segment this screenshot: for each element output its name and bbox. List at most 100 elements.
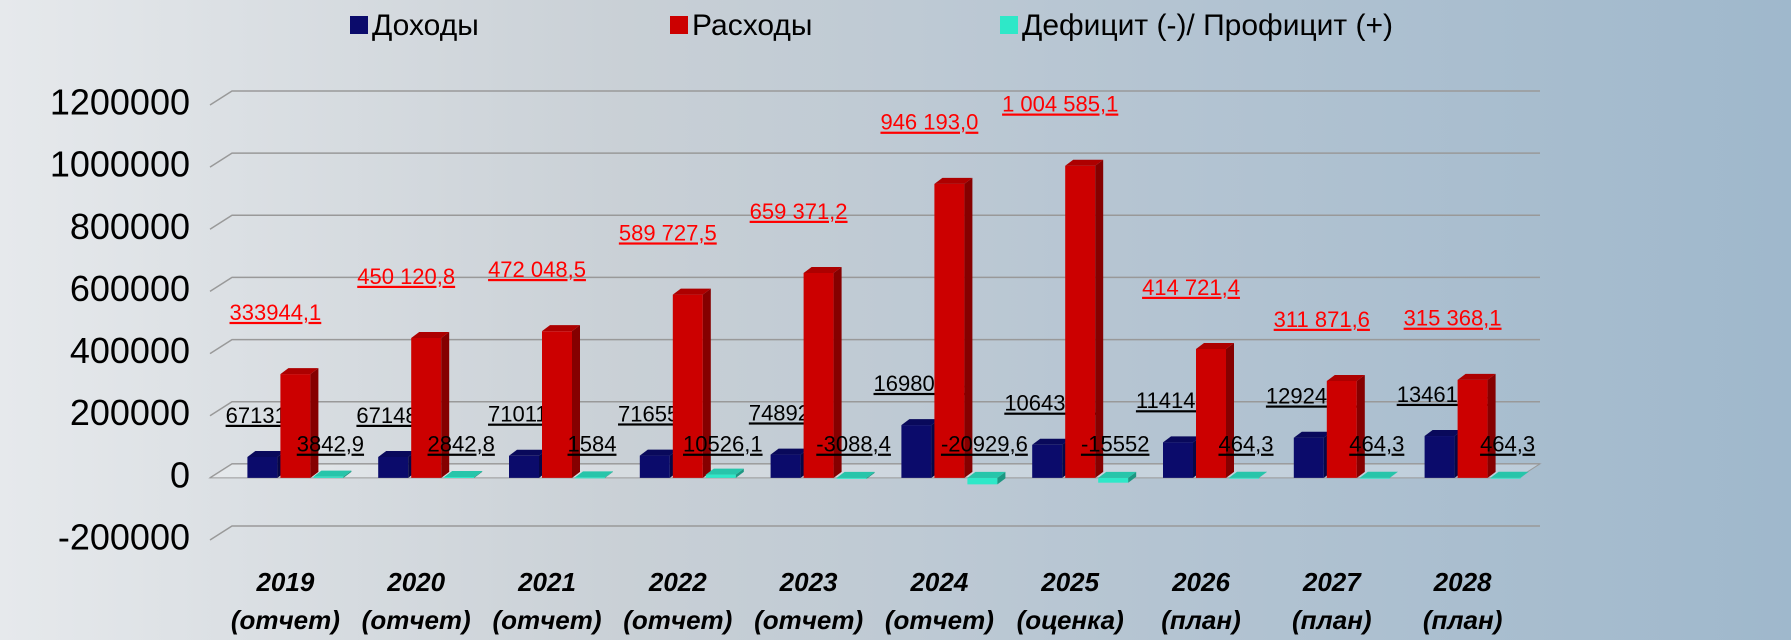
bar-top xyxy=(705,468,744,475)
bar xyxy=(280,368,319,478)
grid-line xyxy=(209,152,1540,168)
bar xyxy=(575,471,613,479)
bar xyxy=(247,450,286,478)
bar-top xyxy=(313,470,352,477)
bar-side xyxy=(964,177,973,478)
bar-front xyxy=(280,374,311,478)
bar-side xyxy=(474,470,483,478)
grid-line xyxy=(209,90,1540,106)
bar-front xyxy=(1457,379,1488,478)
bar-side xyxy=(1389,471,1398,478)
x-tick-label: 2022 (отчет) xyxy=(623,567,732,635)
bar-front xyxy=(770,454,801,478)
bar xyxy=(1326,374,1365,478)
value-label: 2842,8 xyxy=(428,432,495,457)
bar-side xyxy=(735,468,744,478)
bar-front xyxy=(247,456,278,478)
bar xyxy=(672,288,711,478)
bar-front xyxy=(836,477,867,479)
legend: Доходы Расходы Дефицит (-)/ Профицит (+) xyxy=(350,9,1393,42)
bar xyxy=(1032,438,1071,478)
bar-front xyxy=(934,183,965,478)
bar-top xyxy=(1065,159,1104,166)
bar-top xyxy=(934,177,973,184)
x-tick-label: 2025 (оценка) xyxy=(1017,567,1124,635)
bar xyxy=(1065,159,1104,478)
value-label: -3088,4 xyxy=(816,432,891,457)
bar xyxy=(705,468,744,478)
bar-top xyxy=(247,450,286,457)
value-label: 464,3 xyxy=(1480,432,1535,457)
value-label: 472 048,5 xyxy=(488,257,586,282)
bar-side xyxy=(997,471,1006,485)
bar-front xyxy=(705,474,736,478)
y-tick-label: 800000 xyxy=(70,206,190,247)
bar-front xyxy=(967,477,998,485)
bar xyxy=(836,471,875,479)
bar-front xyxy=(901,425,932,478)
bar-front xyxy=(542,331,572,478)
value-label: 659 371,2 xyxy=(750,199,848,224)
bar-side xyxy=(1259,471,1267,478)
x-tick-label: 2028 (план) xyxy=(1423,567,1503,635)
bar-side xyxy=(441,331,450,478)
bar-top xyxy=(639,449,678,456)
bar-top xyxy=(444,470,483,477)
bar xyxy=(313,470,352,478)
bar xyxy=(1359,471,1398,479)
bar-top xyxy=(1424,430,1463,437)
bar xyxy=(967,471,1006,485)
bar-front xyxy=(1229,477,1259,479)
x-tick-label: 2027 (план) xyxy=(1292,567,1372,635)
bar-top xyxy=(836,471,875,478)
bar xyxy=(1196,342,1234,478)
value-label: 946 193,0 xyxy=(880,110,978,135)
bar-top xyxy=(1359,471,1398,478)
bar-side xyxy=(310,368,319,478)
bar-top xyxy=(901,419,940,426)
value-label: 464,3 xyxy=(1218,432,1273,457)
y-tick-label: 1000000 xyxy=(50,144,190,185)
bar-top xyxy=(672,288,711,295)
bar xyxy=(411,331,450,478)
x-tick-label: 2024 (отчет) xyxy=(885,567,994,635)
y-tick-label: 0 xyxy=(170,454,190,495)
y-tick-label: 400000 xyxy=(70,330,190,371)
value-label: 1584 xyxy=(568,432,617,457)
bar-side xyxy=(1095,159,1104,478)
bar xyxy=(509,449,547,478)
bar xyxy=(444,470,483,478)
bar xyxy=(803,266,842,478)
bar-top xyxy=(1326,374,1365,381)
bar-top xyxy=(1032,438,1071,445)
bar xyxy=(1490,471,1529,479)
x-tick-label: 2020 (отчет) xyxy=(362,567,471,635)
bar-front xyxy=(411,337,442,478)
bar xyxy=(901,419,940,478)
bar xyxy=(1424,430,1463,478)
value-label: -20929,6 xyxy=(941,432,1028,457)
bar-side xyxy=(343,470,352,478)
bar-front xyxy=(1196,348,1226,478)
bar xyxy=(639,449,678,478)
bar-side xyxy=(1520,471,1529,478)
x-tick-label: 2019 (отчет) xyxy=(231,567,340,635)
bar xyxy=(1293,431,1332,478)
legend-label: Дефицит (-)/ Профицит (+) xyxy=(1022,9,1393,42)
value-label: 10526,1 xyxy=(683,432,763,457)
bar-side xyxy=(572,325,580,478)
y-tick-label: 1200000 xyxy=(50,82,190,123)
y-tick-label: 200000 xyxy=(70,392,190,433)
bar-top xyxy=(509,449,547,456)
bar-top xyxy=(1196,342,1234,349)
bar-front xyxy=(1326,380,1357,478)
value-label: 1 004 585,1 xyxy=(1002,92,1118,117)
bar-side xyxy=(1226,342,1234,478)
bar xyxy=(1098,471,1137,483)
value-label: 450 120,8 xyxy=(357,264,455,289)
bar-top xyxy=(378,450,417,457)
x-tick-label: 2026 (план) xyxy=(1161,567,1241,635)
bar-front xyxy=(444,476,475,478)
y-tick-label: -200000 xyxy=(58,517,190,558)
